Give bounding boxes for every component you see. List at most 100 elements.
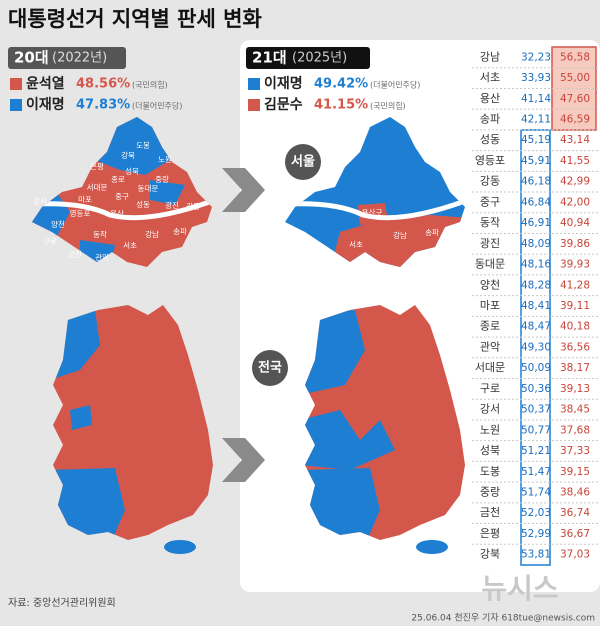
district-label: 양천 xyxy=(51,219,65,229)
share-kim: 39,86 xyxy=(560,238,590,250)
arrow xyxy=(222,438,265,482)
share-lee: 50,36 xyxy=(521,383,551,395)
district-label: 서초 xyxy=(123,241,137,250)
badge xyxy=(246,47,370,69)
share-kim: 37,33 xyxy=(560,445,590,457)
share-kim: 42,99 xyxy=(560,176,590,188)
share-lee: 46,84 xyxy=(521,196,551,208)
legend-swatch xyxy=(10,78,22,90)
badge-label: 20대 xyxy=(14,49,49,67)
share-lee: 52,03 xyxy=(521,507,551,519)
district-label: 강남 xyxy=(393,230,407,240)
district-label: 용산 xyxy=(110,208,124,218)
arrow xyxy=(222,168,265,212)
district-label: 동작 xyxy=(93,229,107,239)
district-name: 강동 xyxy=(480,175,500,188)
district-label: 강동 xyxy=(186,201,200,211)
district-name: 송파 xyxy=(480,113,500,126)
district-name: 양천 xyxy=(480,277,500,291)
badge xyxy=(8,47,126,69)
share-kim: 37,68 xyxy=(560,424,590,436)
candidate-party: (더불어민주당) xyxy=(132,101,182,111)
share-kim: 39,93 xyxy=(560,259,590,271)
candidate-share: 47.83% xyxy=(76,98,130,113)
district-name: 마포 xyxy=(480,299,500,312)
credit: 25.06.04 천진우 기자 618tue@newsis.com xyxy=(411,613,595,624)
share-kim: 36,74 xyxy=(560,507,590,519)
district-name: 은평 xyxy=(480,527,500,540)
district-label: 송파 xyxy=(173,227,187,236)
share-lee: 52,99 xyxy=(521,528,551,540)
district-label: 강서 xyxy=(33,196,47,206)
jeju xyxy=(164,540,196,554)
share-lee: 45,91 xyxy=(521,155,551,167)
district-name: 동작 xyxy=(480,216,500,229)
district-name: 강서 xyxy=(480,403,500,416)
share-kim: 56,58 xyxy=(560,51,590,63)
district-label: 영등포 xyxy=(70,208,91,218)
district-name: 구로 xyxy=(480,382,500,395)
share-kim: 38,45 xyxy=(560,404,590,416)
district-name: 금천 xyxy=(480,505,500,519)
candidate-party: (더불어민주당) xyxy=(370,80,420,90)
share-lee: 50,37 xyxy=(521,404,551,416)
district-label: 강북 xyxy=(121,150,135,160)
share-kim: 38,46 xyxy=(560,486,590,498)
share-kim: 36,56 xyxy=(560,341,590,353)
district-name: 도봉 xyxy=(480,465,500,478)
district-name: 강북 xyxy=(480,548,500,561)
share-lee: 42,11 xyxy=(521,114,551,126)
district-label: 중구 xyxy=(115,192,129,201)
share-kim: 37,03 xyxy=(560,549,590,561)
share-kim: 41,55 xyxy=(560,155,590,167)
share-lee: 51,21 xyxy=(521,445,551,457)
candidate-share: 48.56% xyxy=(76,77,130,92)
share-lee: 50,77 xyxy=(521,424,551,436)
candidate-name: 윤석열 xyxy=(26,75,65,92)
share-lee: 46,18 xyxy=(521,176,551,188)
highlight-box xyxy=(520,129,551,566)
district-label: 관악 xyxy=(95,252,109,262)
district-label: 도봉 xyxy=(136,141,150,150)
district-name: 서대문 xyxy=(475,361,505,374)
share-lee: 53,81 xyxy=(521,549,551,561)
district-label: 마포 xyxy=(78,195,92,204)
share-kim: 55,00 xyxy=(560,72,590,84)
district-label: 용산구 xyxy=(362,207,383,217)
district-name: 관악 xyxy=(480,340,500,353)
logo: 뉴시스 xyxy=(481,572,558,605)
district-label: 송파 xyxy=(425,228,439,237)
legend-swatch xyxy=(10,99,22,111)
share-lee: 32,23 xyxy=(521,51,551,63)
district-name: 성북 xyxy=(480,444,500,457)
district-label: 강남 xyxy=(145,229,159,239)
candidate-party: (국민의힘) xyxy=(370,101,406,111)
district-label: 은평 xyxy=(90,161,104,171)
share-kim: 39,13 xyxy=(560,383,590,395)
share-kim: 47,60 xyxy=(560,93,590,105)
district-name: 성동 xyxy=(480,133,500,146)
badge-year: (2022년) xyxy=(52,51,107,66)
share-lee: 48,28 xyxy=(521,279,551,291)
share-lee: 48,16 xyxy=(521,259,551,271)
share-lee: 41,14 xyxy=(521,93,551,105)
share-lee: 51,47 xyxy=(521,466,551,478)
district-label: 서대문 xyxy=(87,183,108,192)
share-kim: 39,11 xyxy=(560,300,590,312)
legend-swatch xyxy=(248,78,260,90)
share-kim: 42,00 xyxy=(560,196,590,208)
share-kim: 41,28 xyxy=(560,279,590,291)
source: 자료: 중앙선거관리위원회 xyxy=(8,596,116,609)
candidate-name: 이재명 xyxy=(26,96,65,113)
share-lee: 45,19 xyxy=(521,134,551,146)
candidate-name: 이재명 xyxy=(264,75,303,92)
map-badge-label: 전국 xyxy=(258,360,282,376)
district-name: 서초 xyxy=(480,71,500,84)
district-label: 금천 xyxy=(68,249,82,259)
share-kim: 40,94 xyxy=(560,217,590,229)
share-kim: 43,14 xyxy=(560,134,590,146)
district-name: 용산 xyxy=(480,92,500,105)
district-name: 영등포 xyxy=(475,154,505,167)
